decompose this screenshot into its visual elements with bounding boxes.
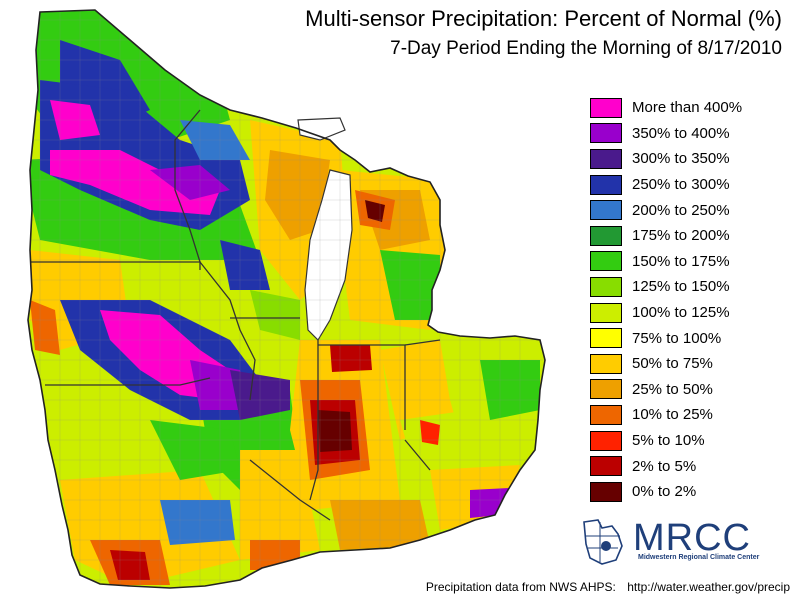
mrcc-logo: MRCC Midwestern Regional Climate Center: [578, 514, 783, 570]
legend-swatch: [590, 123, 622, 144]
legend-label: More than 400%: [632, 99, 743, 117]
logo-subtitle: Midwestern Regional Climate Center: [638, 554, 760, 561]
legend-swatch: [590, 251, 622, 272]
legend-swatch: [590, 379, 622, 400]
legend-swatch: [590, 404, 622, 425]
legend-label: 300% to 350%: [632, 150, 730, 168]
legend-swatch: [590, 200, 622, 221]
legend-item: 175% to 200%: [590, 223, 790, 249]
lake-superior: [297, 117, 346, 141]
legend-swatch: [590, 353, 622, 374]
legend-item: 300% to 350%: [590, 146, 790, 172]
legend-item: 50% to 75%: [590, 351, 790, 377]
legend-item: 150% to 175%: [590, 249, 790, 275]
legend-label: 150% to 175%: [632, 252, 730, 270]
legend-label: 200% to 250%: [632, 201, 730, 219]
state-borders: [30, 109, 441, 521]
logo-name: MRCC: [633, 517, 751, 559]
legend-label: 25% to 50%: [632, 380, 713, 398]
legend-swatch: [590, 97, 622, 118]
legend-label: 125% to 150%: [632, 278, 730, 296]
map-subtitle: 7-Day Period Ending the Morning of 8/17/…: [390, 38, 782, 59]
legend-item: 125% to 150%: [590, 274, 790, 300]
legend-swatch: [590, 430, 622, 451]
legend-item: 350% to 400%: [590, 121, 790, 147]
legend-item: 0% to 2%: [590, 479, 790, 505]
footer-credit: Precipitation data from NWS AHPS: http:/…: [426, 580, 790, 594]
legend-item: 75% to 100%: [590, 325, 790, 351]
legend-label: 100% to 125%: [632, 304, 730, 322]
legend-item: More than 400%: [590, 95, 790, 121]
legend-item: 250% to 300%: [590, 172, 790, 198]
legend-label: 5% to 10%: [632, 432, 705, 450]
legend-label: 175% to 200%: [632, 227, 730, 245]
footer-source: Precipitation data from NWS AHPS:: [425, 580, 616, 594]
footer-url[interactable]: http://water.weather.gov/precip: [627, 580, 790, 594]
legend-swatch: [590, 225, 622, 246]
legend-swatch: [590, 276, 622, 297]
legend-label: 350% to 400%: [632, 124, 730, 142]
legend-item: 10% to 25%: [590, 402, 790, 428]
legend-label: 50% to 75%: [632, 355, 713, 373]
legend-item: 2% to 5%: [590, 453, 790, 479]
legend: More than 400% 350% to 400% 300% to 350% 25…: [590, 95, 790, 505]
legend-swatch: [590, 456, 622, 477]
legend-item: 100% to 125%: [590, 300, 790, 326]
midwest-map-icon: [583, 519, 623, 565]
legend-swatch: [590, 174, 622, 195]
map-title: Multi-sensor Precipitation: Percent of N…: [305, 6, 782, 31]
legend-item: 5% to 10%: [590, 428, 790, 454]
legend-swatch: [590, 328, 622, 349]
legend-item: 200% to 250%: [590, 197, 790, 223]
legend-label: 250% to 300%: [632, 176, 730, 194]
legend-item: 25% to 50%: [590, 377, 790, 403]
legend-label: 0% to 2%: [632, 483, 697, 501]
legend-swatch: [590, 481, 622, 502]
legend-swatch: [590, 148, 622, 169]
legend-label: 2% to 5%: [632, 457, 697, 475]
legend-label: 75% to 100%: [632, 329, 722, 347]
legend-label: 10% to 25%: [632, 406, 713, 424]
legend-swatch: [590, 302, 622, 323]
